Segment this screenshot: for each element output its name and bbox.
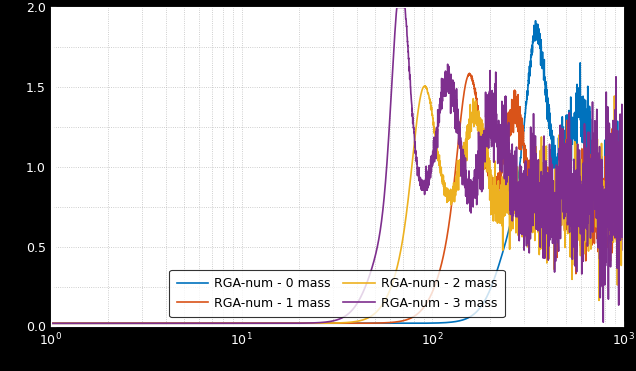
- RGA-num - 2 mass: [292, 321, 300, 325]
- RGA-num - 0 mass: [463, 316, 471, 321]
- RGA-num - 1 mass: [463, 77, 471, 81]
- RGA-num - 3 mass: [393, 5, 401, 10]
- RGA-num - 0 mass: [532, 19, 539, 23]
- RGA-num - 3 mass: [319, 320, 327, 325]
- RGA-num - 1 mass: [319, 321, 327, 325]
- RGA-num - 0 mass: [602, 172, 610, 176]
- RGA-num - 2 mass: [602, 252, 610, 256]
- RGA-num - 3 mass: [619, 247, 627, 252]
- RGA-num - 1 mass: [292, 321, 300, 325]
- RGA-num - 1 mass: [287, 321, 295, 325]
- RGA-num - 1 mass: [466, 71, 473, 75]
- RGA-num - 1 mass: [47, 321, 55, 325]
- RGA-num - 3 mass: [574, 178, 581, 183]
- RGA-num - 2 mass: [574, 212, 581, 216]
- Legend: RGA-num - 0 mass, RGA-num - 1 mass, RGA-num - 2 mass, RGA-num - 3 mass: RGA-num - 0 mass, RGA-num - 1 mass, RGA-…: [169, 270, 505, 317]
- RGA-num - 1 mass: [574, 147, 581, 151]
- RGA-num - 0 mass: [292, 321, 300, 325]
- RGA-num - 0 mass: [47, 321, 55, 325]
- RGA-num - 3 mass: [287, 321, 295, 325]
- RGA-num - 3 mass: [47, 321, 55, 325]
- RGA-num - 1 mass: [602, 146, 610, 150]
- RGA-num - 2 mass: [319, 321, 327, 325]
- RGA-num - 1 mass: [619, 214, 627, 218]
- RGA-num - 0 mass: [287, 321, 295, 325]
- RGA-num - 3 mass: [602, 260, 610, 265]
- RGA-num - 0 mass: [574, 107, 581, 111]
- RGA-num - 3 mass: [463, 177, 471, 181]
- RGA-num - 2 mass: [287, 321, 295, 325]
- RGA-num - 2 mass: [47, 321, 55, 325]
- RGA-num - 0 mass: [319, 321, 327, 325]
- Line: RGA-num - 3 mass: RGA-num - 3 mass: [51, 7, 623, 323]
- RGA-num - 2 mass: [463, 133, 471, 137]
- RGA-num - 2 mass: [619, 164, 627, 168]
- RGA-num - 2 mass: [422, 83, 429, 88]
- RGA-num - 0 mass: [619, 202, 627, 206]
- RGA-num - 3 mass: [292, 321, 300, 325]
- Line: RGA-num - 2 mass: RGA-num - 2 mass: [51, 86, 623, 323]
- Line: RGA-num - 0 mass: RGA-num - 0 mass: [51, 21, 623, 323]
- Line: RGA-num - 1 mass: RGA-num - 1 mass: [51, 73, 623, 323]
